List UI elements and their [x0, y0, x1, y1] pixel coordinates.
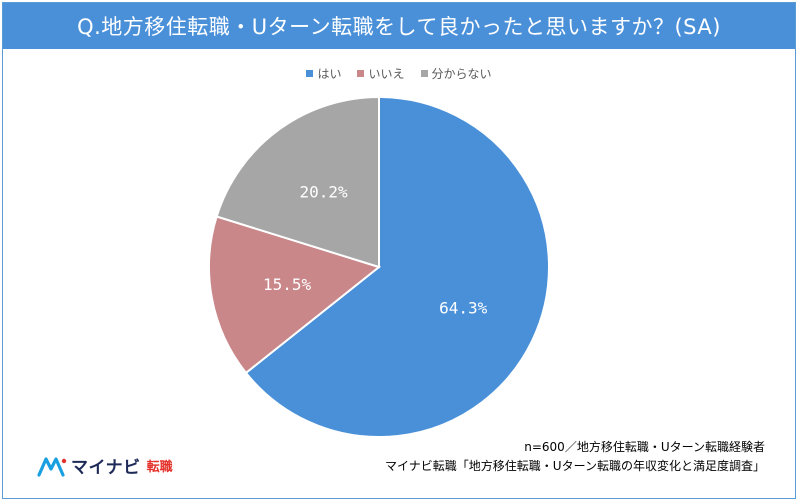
- pie-slice-dont-know: [215, 95, 380, 269]
- sample-size-note: n=600／地方移住転職・Uターン転職経験者: [524, 440, 765, 454]
- legend-label-no: いいえ: [368, 67, 405, 81]
- legend-item-yes: はい: [306, 65, 341, 82]
- logo-sub: 転職: [146, 460, 173, 475]
- mynavi-logo: マイナビ 転職: [37, 453, 173, 478]
- data-label-dont-know: 20.2%: [299, 183, 348, 202]
- pie-chart: 64.3% 15.5% 20.2%: [208, 95, 550, 438]
- pie-labels: 64.3% 15.5% 20.2%: [263, 183, 488, 318]
- pie-slices: [208, 95, 550, 438]
- source-note: n=600／地方移住転職・Uターン転職経験者 マイナビ転職「地方移住転職・Uター…: [385, 438, 765, 476]
- legend-swatch-yes: [306, 70, 314, 77]
- chart-legend: はい いいえ 分からない: [3, 65, 795, 82]
- legend-swatch-no: [357, 70, 365, 77]
- legend-item-dont-know: 分からない: [420, 65, 492, 82]
- page-title: Q.地方移住転職・Uターン転職をして良かったと思いますか？(SA): [3, 3, 795, 49]
- pie-slice-yes: [244, 95, 550, 438]
- data-label-yes: 64.3%: [439, 299, 488, 318]
- legend-item-no: いいえ: [357, 65, 405, 82]
- data-label-no: 15.5%: [263, 275, 312, 294]
- source-citation: マイナビ転職「地方移住転職・Uターン転職の年収変化と満足度調査」: [385, 459, 765, 473]
- mynavi-logo-icon: [37, 456, 67, 477]
- legend-label-yes: はい: [317, 67, 342, 81]
- legend-swatch-dont-know: [420, 70, 428, 77]
- legend-label-dont-know: 分からない: [431, 67, 492, 81]
- pie-slice-no: [208, 215, 382, 375]
- logo-name: マイナビ: [71, 458, 141, 478]
